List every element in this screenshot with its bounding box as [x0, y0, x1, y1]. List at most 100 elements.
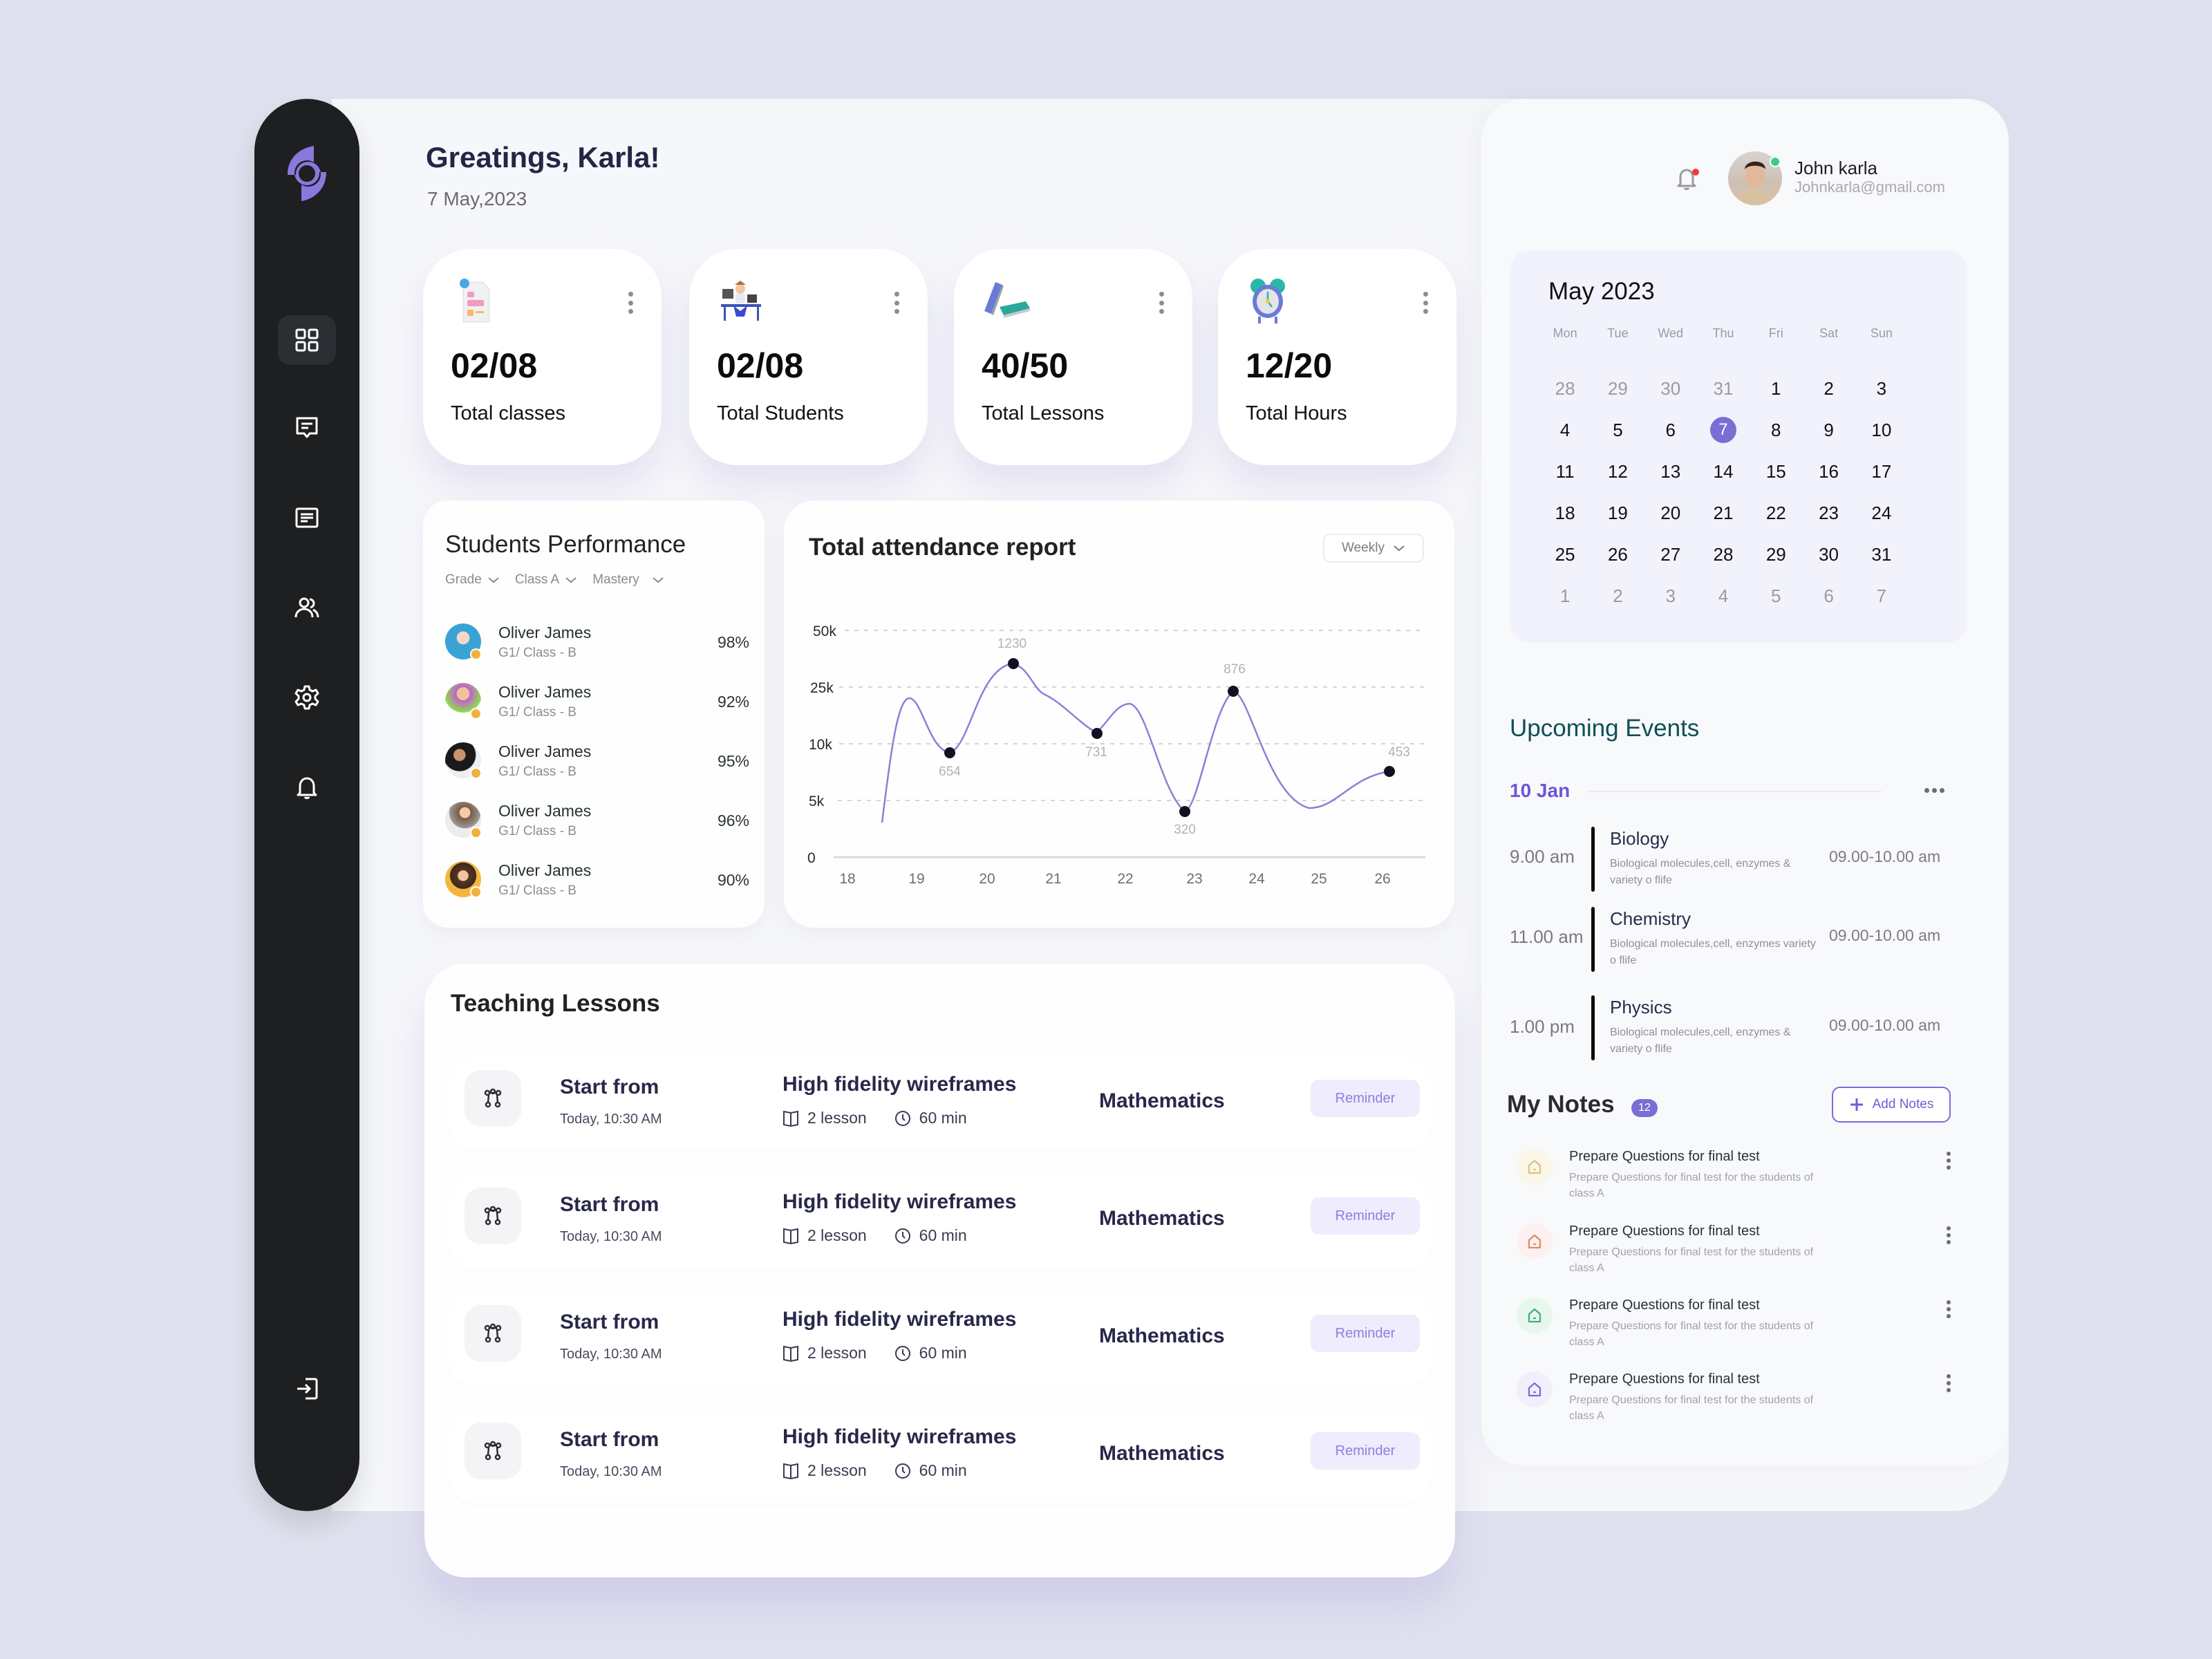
sidebar-item-messages[interactable]: [278, 403, 336, 453]
stat-value: 40/50: [982, 346, 1069, 385]
calendar-day[interactable]: 24: [1871, 502, 1892, 523]
calendar-day[interactable]: 31: [1871, 543, 1892, 565]
more-options-icon[interactable]: [1924, 788, 1944, 793]
reminder-button[interactable]: Reminder: [1311, 1080, 1420, 1117]
note-item[interactable]: Prepare Questions for final test Prepare…: [1510, 1371, 1952, 1441]
stat-menu-icon[interactable]: [627, 292, 634, 314]
calendar-day[interactable]: 29: [1765, 543, 1786, 565]
event-item[interactable]: 11.00 am Chemistry Biological molecules,…: [1510, 907, 1966, 976]
calendar-day[interactable]: 2: [1824, 377, 1834, 399]
stat-card-hours[interactable]: 12/20 Total Hours: [1218, 249, 1456, 465]
calendar-day[interactable]: 6: [1824, 585, 1834, 606]
calendar-day[interactable]: 26: [1607, 543, 1628, 565]
calendar-day[interactable]: 17: [1871, 460, 1892, 482]
point-label: 876: [1224, 662, 1246, 677]
calendar-day[interactable]: 3: [1665, 585, 1676, 606]
lesson-row[interactable]: Start from Today, 10:30 AM High fidelity…: [449, 1059, 1431, 1150]
stat-card-students[interactable]: 02/08 Total Students: [689, 249, 928, 465]
filter-grade[interactable]: Grade: [445, 572, 500, 588]
event-item[interactable]: 1.00 pm Physics Biological molecules,cel…: [1510, 995, 1966, 1065]
lesson-row[interactable]: Start from Today, 10:30 AM High fidelity…: [449, 1294, 1431, 1385]
calendar-day[interactable]: 1: [1771, 377, 1781, 399]
calendar-day[interactable]: 2: [1613, 585, 1623, 606]
stat-card-classes[interactable]: 02/08 Total classes: [423, 249, 662, 465]
lesson-time: Today, 10:30 AM: [560, 1347, 662, 1362]
calendar-day[interactable]: 20: [1660, 502, 1681, 523]
stat-menu-icon[interactable]: [1158, 292, 1165, 314]
notification-bell-icon[interactable]: [1675, 166, 1698, 191]
sidebar-item-notifications[interactable]: [278, 762, 336, 812]
calendar-day[interactable]: 9: [1824, 419, 1834, 440]
calendar-day[interactable]: 22: [1765, 502, 1786, 523]
calendar-day[interactable]: 3: [1876, 377, 1887, 399]
filter-class[interactable]: Class A: [515, 572, 577, 588]
period-dropdown[interactable]: Weekly: [1323, 534, 1424, 563]
calendar-day[interactable]: 30: [1819, 543, 1839, 565]
add-notes-button[interactable]: Add Notes: [1832, 1087, 1951, 1123]
calendar-day[interactable]: 4: [1718, 585, 1729, 606]
note-icon: [1528, 1234, 1541, 1249]
note-item[interactable]: Prepare Questions for final test Prepare…: [1510, 1149, 1952, 1218]
calendar-day[interactable]: 13: [1660, 460, 1681, 482]
stat-menu-icon[interactable]: [1422, 292, 1429, 314]
reminder-button[interactable]: Reminder: [1311, 1197, 1420, 1235]
calendar-day[interactable]: 10: [1871, 419, 1892, 440]
stat-menu-icon[interactable]: [893, 292, 900, 314]
calendar-day[interactable]: 16: [1819, 460, 1839, 482]
reminder-button[interactable]: Reminder: [1311, 1432, 1420, 1470]
student-row[interactable]: Oliver James G1/ Class - B 92%: [445, 683, 749, 731]
lesson-row[interactable]: Start from Today, 10:30 AM High fidelity…: [449, 1177, 1431, 1268]
student-row[interactable]: Oliver James G1/ Class - B 98%: [445, 624, 749, 672]
stat-card-lessons[interactable]: 40/50 Total Lessons: [954, 249, 1192, 465]
filter-mastery[interactable]: Mastery: [592, 572, 664, 588]
note-menu-icon[interactable]: [1945, 1152, 1952, 1170]
weekday-label: Thu: [1712, 326, 1734, 340]
lesson-topic: High fidelity wireframes: [782, 1073, 1017, 1096]
calendar-day-selected[interactable]: 7: [1697, 409, 1750, 451]
sidebar-item-settings[interactable]: [278, 673, 336, 722]
calendar-day[interactable]: 5: [1613, 419, 1623, 440]
calendar-day[interactable]: 30: [1660, 377, 1681, 399]
student-name: Oliver James: [498, 802, 592, 820]
student-row[interactable]: Oliver James G1/ Class - B 90%: [445, 861, 749, 910]
student-row[interactable]: Oliver James G1/ Class - B 96%: [445, 802, 749, 850]
note-menu-icon[interactable]: [1945, 1226, 1952, 1244]
note-menu-icon[interactable]: [1945, 1374, 1952, 1392]
calendar-day[interactable]: 27: [1660, 543, 1681, 565]
student-row[interactable]: Oliver James G1/ Class - B 95%: [445, 742, 749, 791]
calendar-day[interactable]: 1: [1559, 585, 1571, 606]
calendar-day[interactable]: 15: [1765, 460, 1786, 482]
calendar-day[interactable]: 29: [1607, 377, 1628, 399]
lesson-icon-box: [465, 1305, 521, 1362]
calendar-day[interactable]: 12: [1607, 460, 1628, 482]
calendar-day[interactable]: 28: [1713, 543, 1734, 565]
calendar-day[interactable]: 28: [1555, 377, 1575, 399]
calendar-day[interactable]: 25: [1555, 543, 1575, 565]
calendar-day[interactable]: 18: [1555, 502, 1575, 523]
sidebar-item-documents[interactable]: [278, 493, 336, 543]
note-menu-icon[interactable]: [1945, 1300, 1952, 1318]
calendar-day[interactable]: 5: [1771, 585, 1781, 606]
calendar-day[interactable]: 6: [1665, 419, 1676, 440]
student-score: 90%: [717, 871, 749, 889]
calendar-day[interactable]: 23: [1819, 502, 1839, 523]
event-item[interactable]: 9.00 am Biology Biological molecules,cel…: [1510, 827, 1966, 896]
lesson-topic: High fidelity wireframes: [782, 1308, 1017, 1331]
star-badge-icon: [470, 767, 482, 779]
calendar-day[interactable]: 21: [1713, 502, 1734, 523]
calendar-day[interactable]: 4: [1559, 419, 1571, 440]
logout-button[interactable]: [278, 1364, 336, 1414]
calendar-day[interactable]: 14: [1713, 460, 1734, 482]
note-item[interactable]: Prepare Questions for final test Prepare…: [1510, 1297, 1952, 1367]
calendar-day[interactable]: 31: [1713, 377, 1734, 399]
calendar-day[interactable]: 19: [1607, 502, 1628, 523]
sidebar-item-users[interactable]: [278, 583, 336, 632]
lesson-row[interactable]: Start from Today, 10:30 AM High fidelity…: [449, 1412, 1431, 1503]
calendar-day[interactable]: 8: [1771, 419, 1781, 440]
reminder-button[interactable]: Reminder: [1311, 1315, 1420, 1352]
sidebar-item-dashboard[interactable]: [278, 315, 336, 365]
calendar-day[interactable]: 7: [1876, 585, 1887, 606]
note-item[interactable]: Prepare Questions for final test Prepare…: [1510, 1224, 1952, 1293]
calendar-day[interactable]: 11: [1555, 460, 1575, 482]
weekday-label: Sun: [1870, 326, 1893, 340]
